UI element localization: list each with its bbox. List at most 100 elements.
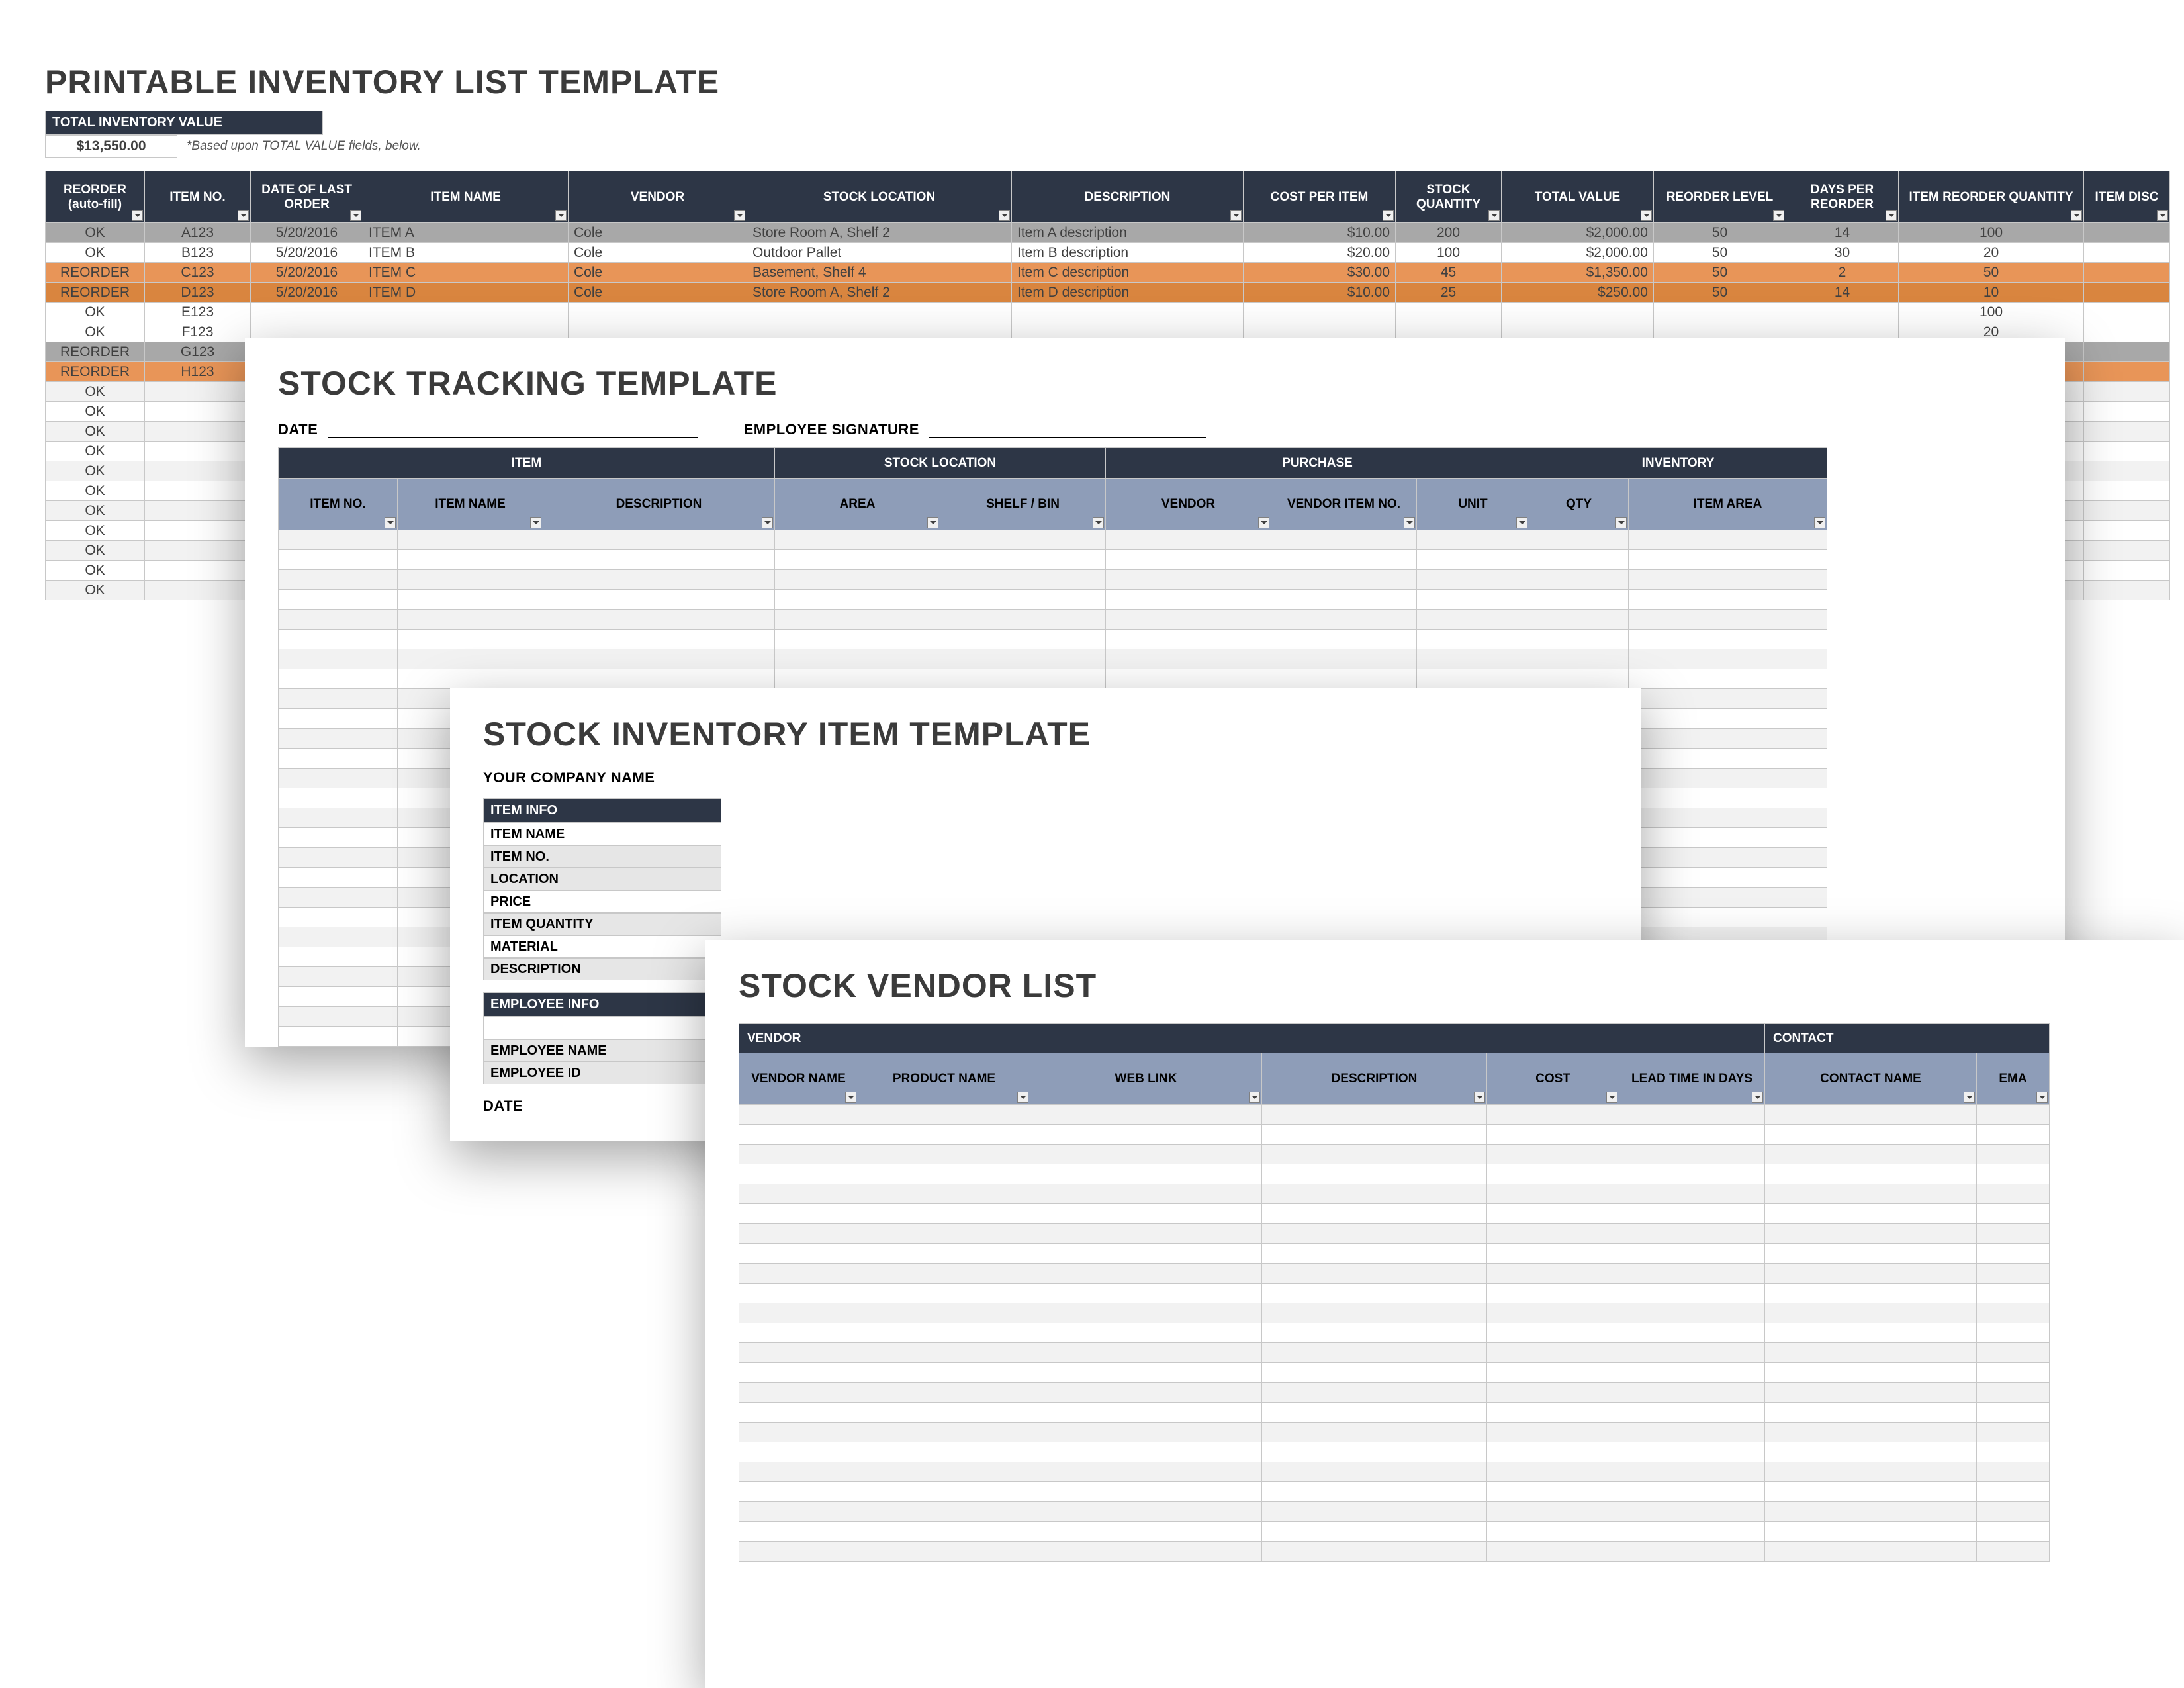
filter-dropdown-icon[interactable] bbox=[1641, 210, 1652, 221]
vendor-table: VENDORCONTACT VENDOR NAMEPRODUCT NAMEWEB … bbox=[739, 1023, 2050, 1562]
col-header[interactable]: VENDOR bbox=[569, 171, 747, 223]
col-header[interactable]: DAYS PER REORDER bbox=[1786, 171, 1899, 223]
table-row bbox=[739, 1244, 2050, 1264]
signature-input-line[interactable] bbox=[929, 424, 1206, 438]
filter-dropdown-icon[interactable] bbox=[1606, 1092, 1617, 1103]
col-header[interactable]: DESCRIPTION bbox=[1012, 171, 1244, 223]
col-header[interactable]: COST PER ITEM bbox=[1244, 171, 1396, 223]
table-row bbox=[739, 1442, 2050, 1462]
total-label: TOTAL INVENTORY VALUE bbox=[45, 111, 323, 135]
filter-dropdown-icon[interactable] bbox=[1814, 517, 1825, 528]
filter-dropdown-icon[interactable] bbox=[530, 517, 541, 528]
group-header: PURCHASE bbox=[1106, 448, 1529, 479]
layer4-title: STOCK VENDOR LIST bbox=[739, 966, 2184, 1005]
filter-dropdown-icon[interactable] bbox=[927, 517, 938, 528]
filter-dropdown-icon[interactable] bbox=[845, 1092, 856, 1103]
col-header[interactable]: ITEM REORDER QUANTITY bbox=[1899, 171, 2084, 223]
col-header[interactable]: ITEM NAME bbox=[398, 479, 543, 530]
col-header[interactable]: TOTAL VALUE bbox=[1502, 171, 1654, 223]
col-header[interactable]: DATE OF LAST ORDER bbox=[251, 171, 363, 223]
col-header[interactable]: UNIT bbox=[1417, 479, 1529, 530]
col-header[interactable]: CONTACT NAME bbox=[1765, 1053, 1977, 1105]
table-row bbox=[739, 1462, 2050, 1482]
col-header[interactable]: QTY bbox=[1529, 479, 1629, 530]
table-row bbox=[279, 550, 1827, 570]
signature-label: EMPLOYEE SIGNATURE bbox=[744, 421, 919, 438]
filter-dropdown-icon[interactable] bbox=[1964, 1092, 1975, 1103]
col-header[interactable]: ITEM NO. bbox=[145, 171, 251, 223]
filter-dropdown-icon[interactable] bbox=[1516, 517, 1527, 528]
table-row bbox=[739, 1164, 2050, 1184]
table-row bbox=[739, 1145, 2050, 1164]
col-header[interactable]: ITEM NO. bbox=[279, 479, 398, 530]
layer2-title: STOCK TRACKING TEMPLATE bbox=[278, 364, 2065, 402]
filter-dropdown-icon[interactable] bbox=[1752, 1092, 1763, 1103]
filter-dropdown-icon[interactable] bbox=[1773, 210, 1784, 221]
col-header[interactable]: VENDOR NAME bbox=[739, 1053, 858, 1105]
col-header[interactable]: VENDOR bbox=[1106, 479, 1271, 530]
col-header[interactable]: SHELF / BIN bbox=[940, 479, 1106, 530]
col-header[interactable]: STOCK QUANTITY bbox=[1396, 171, 1502, 223]
col-header[interactable]: DESCRIPTION bbox=[543, 479, 775, 530]
filter-dropdown-icon[interactable] bbox=[1886, 210, 1897, 221]
table-row bbox=[739, 1482, 2050, 1502]
filter-dropdown-icon[interactable] bbox=[1258, 517, 1269, 528]
table-row bbox=[279, 649, 1827, 669]
layer3-title: STOCK INVENTORY ITEM TEMPLATE bbox=[483, 715, 1641, 753]
filter-dropdown-icon[interactable] bbox=[1615, 517, 1627, 528]
col-header[interactable]: REORDER LEVEL bbox=[1654, 171, 1786, 223]
table-row bbox=[739, 1264, 2050, 1284]
filter-dropdown-icon[interactable] bbox=[1404, 517, 1415, 528]
col-header[interactable]: COST bbox=[1487, 1053, 1619, 1105]
employee-info-header: EMPLOYEE INFO bbox=[483, 992, 721, 1017]
col-header[interactable]: AREA bbox=[775, 479, 940, 530]
item-info-row: LOCATION bbox=[483, 868, 721, 890]
filter-dropdown-icon[interactable] bbox=[555, 210, 567, 221]
table-row: REORDERC1235/20/2016ITEM CColeBasement, … bbox=[46, 263, 2170, 283]
filter-dropdown-icon[interactable] bbox=[1488, 210, 1500, 221]
table-row bbox=[739, 1403, 2050, 1423]
col-header[interactable]: PRODUCT NAME bbox=[858, 1053, 1030, 1105]
filter-dropdown-icon[interactable] bbox=[734, 210, 745, 221]
table-row bbox=[279, 610, 1827, 630]
table-row: OKB1235/20/2016ITEM BColeOutdoor PalletI… bbox=[46, 243, 2170, 263]
company-name-label: YOUR COMPANY NAME bbox=[483, 769, 1641, 786]
group-header: CONTACT bbox=[1765, 1024, 2050, 1053]
filter-dropdown-icon[interactable] bbox=[2157, 210, 2168, 221]
filter-dropdown-icon[interactable] bbox=[238, 210, 249, 221]
col-header[interactable]: EMA bbox=[1977, 1053, 2050, 1105]
col-header[interactable]: REORDER (auto-fill) bbox=[46, 171, 145, 223]
table-row bbox=[739, 1184, 2050, 1204]
table-row bbox=[279, 530, 1827, 550]
table-row bbox=[279, 669, 1827, 689]
date-input-line[interactable] bbox=[328, 424, 698, 438]
filter-dropdown-icon[interactable] bbox=[1017, 1092, 1028, 1103]
filter-dropdown-icon[interactable] bbox=[132, 210, 143, 221]
employee-info-row: EMPLOYEE ID bbox=[483, 1062, 721, 1084]
col-header[interactable]: DESCRIPTION bbox=[1262, 1053, 1487, 1105]
filter-dropdown-icon[interactable] bbox=[762, 517, 773, 528]
filter-dropdown-icon[interactable] bbox=[350, 210, 361, 221]
col-header[interactable]: ITEM AREA bbox=[1629, 479, 1827, 530]
filter-dropdown-icon[interactable] bbox=[1383, 210, 1394, 221]
col-header[interactable]: WEB LINK bbox=[1030, 1053, 1262, 1105]
filter-dropdown-icon[interactable] bbox=[385, 517, 396, 528]
filter-dropdown-icon[interactable] bbox=[1249, 1092, 1260, 1103]
filter-dropdown-icon[interactable] bbox=[1093, 517, 1104, 528]
filter-dropdown-icon[interactable] bbox=[1230, 210, 1242, 221]
col-header[interactable]: VENDOR ITEM NO. bbox=[1271, 479, 1417, 530]
col-header[interactable]: LEAD TIME IN DAYS bbox=[1619, 1053, 1765, 1105]
filter-dropdown-icon[interactable] bbox=[2071, 210, 2082, 221]
group-header: VENDOR bbox=[739, 1024, 1765, 1053]
filter-dropdown-icon[interactable] bbox=[1474, 1092, 1485, 1103]
table-row bbox=[279, 570, 1827, 590]
filter-dropdown-icon[interactable] bbox=[2036, 1092, 2048, 1103]
col-header[interactable]: ITEM NAME bbox=[363, 171, 569, 223]
table-row bbox=[739, 1284, 2050, 1303]
col-header[interactable]: STOCK LOCATION bbox=[747, 171, 1012, 223]
group-header: INVENTORY bbox=[1529, 448, 1827, 479]
table-row bbox=[739, 1363, 2050, 1383]
item-info-row: MATERIAL bbox=[483, 935, 721, 958]
col-header[interactable]: ITEM DISC bbox=[2084, 171, 2170, 223]
filter-dropdown-icon[interactable] bbox=[999, 210, 1010, 221]
